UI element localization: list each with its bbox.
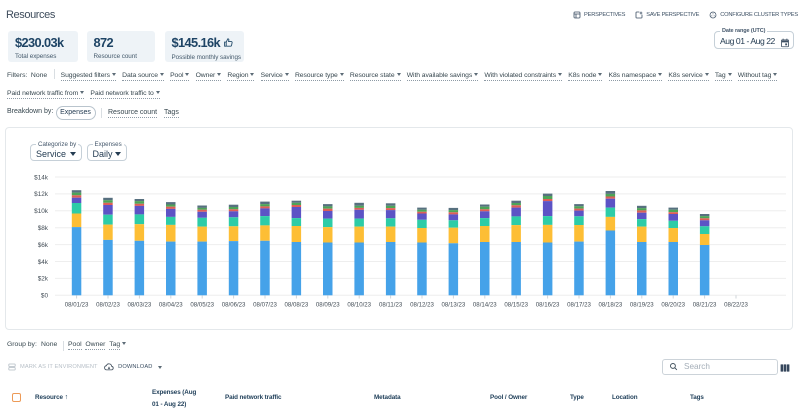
svg-text:08/21/23: 08/21/23 bbox=[693, 301, 717, 308]
svg-text:08/14/23: 08/14/23 bbox=[473, 301, 497, 308]
svg-text:08/17/23: 08/17/23 bbox=[567, 301, 591, 308]
svg-text:$0: $0 bbox=[41, 293, 49, 300]
svg-text:08/10/23: 08/10/23 bbox=[347, 301, 371, 308]
svg-text:$14k: $14k bbox=[34, 174, 49, 181]
svg-text:08/05/23: 08/05/23 bbox=[190, 301, 214, 308]
svg-text:08/20/23: 08/20/23 bbox=[661, 301, 685, 308]
svg-text:08/15/23: 08/15/23 bbox=[504, 301, 528, 308]
svg-text:08/22/23: 08/22/23 bbox=[724, 301, 748, 308]
svg-text:08/18/23: 08/18/23 bbox=[599, 301, 623, 308]
svg-text:$4k: $4k bbox=[38, 259, 49, 266]
svg-text:08/01/23: 08/01/23 bbox=[65, 301, 89, 308]
svg-text:08/12/23: 08/12/23 bbox=[410, 301, 434, 308]
svg-text:$8k: $8k bbox=[38, 225, 49, 232]
svg-text:08/19/23: 08/19/23 bbox=[630, 301, 654, 308]
svg-text:08/02/23: 08/02/23 bbox=[96, 301, 120, 308]
svg-text:08/04/23: 08/04/23 bbox=[159, 301, 183, 308]
svg-text:$12k: $12k bbox=[34, 191, 49, 198]
svg-text:$2k: $2k bbox=[38, 276, 49, 283]
svg-text:08/09/23: 08/09/23 bbox=[316, 301, 340, 308]
svg-text:$10k: $10k bbox=[34, 208, 49, 215]
svg-text:08/11/23: 08/11/23 bbox=[379, 301, 403, 308]
svg-text:08/06/23: 08/06/23 bbox=[222, 301, 246, 308]
svg-text:08/07/23: 08/07/23 bbox=[253, 301, 277, 308]
svg-text:08/16/23: 08/16/23 bbox=[536, 301, 560, 308]
svg-text:08/03/23: 08/03/23 bbox=[128, 301, 152, 308]
svg-text:08/08/23: 08/08/23 bbox=[285, 301, 309, 308]
svg-text:$6k: $6k bbox=[38, 242, 49, 249]
svg-text:08/13/23: 08/13/23 bbox=[442, 301, 466, 308]
